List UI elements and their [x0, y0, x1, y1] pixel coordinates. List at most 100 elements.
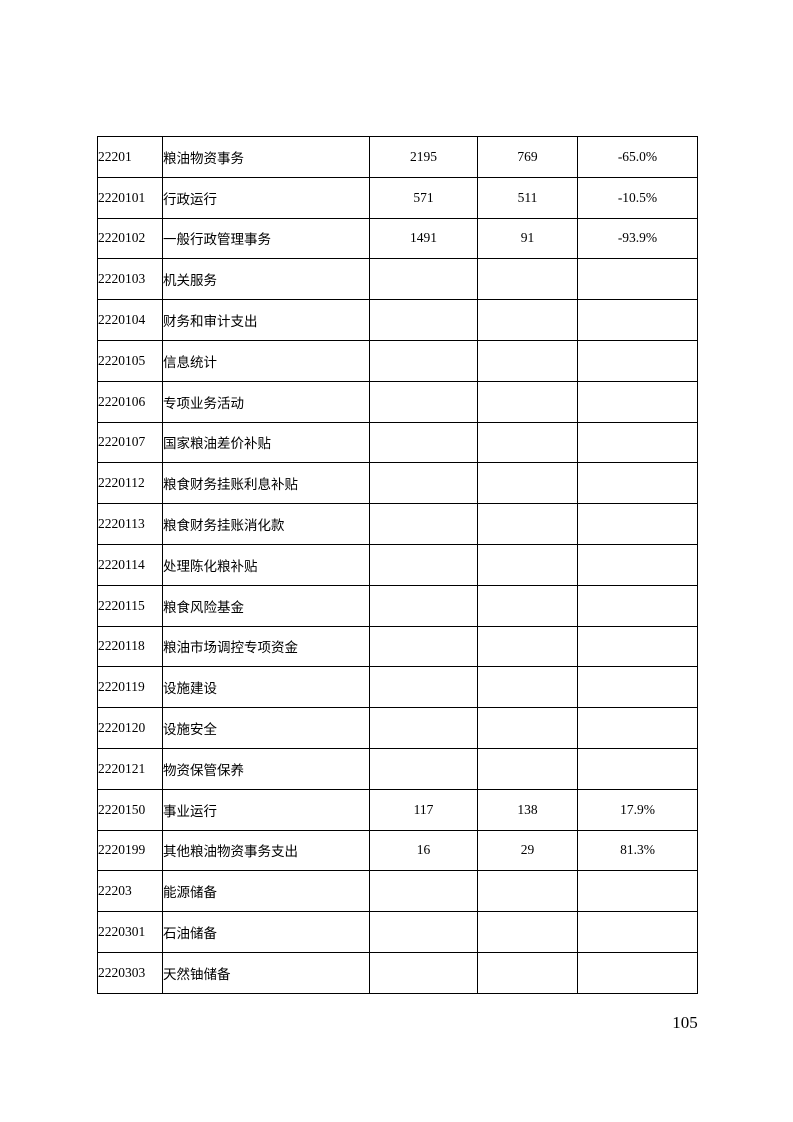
cell-code: 2220118	[97, 625, 163, 668]
cell-name: 天然铀储备	[162, 951, 370, 994]
cell-value-prev	[369, 666, 478, 709]
cell-code: 2220102	[97, 217, 163, 260]
cell-value-curr	[477, 462, 578, 505]
cell-value-prev	[369, 543, 478, 586]
cell-name: 粮食风险基金	[162, 584, 370, 627]
cell-value-curr	[477, 951, 578, 994]
table-row: 2220106 专项业务活动	[97, 380, 698, 423]
cell-name: 财务和审计支出	[162, 299, 370, 341]
cell-value-prev: 1491	[369, 217, 478, 260]
cell-change-pct: 17.9%	[577, 788, 698, 831]
cell-code: 2220150	[97, 788, 163, 831]
table-row: 2220105 信息统计	[97, 339, 698, 382]
cell-change-pct	[577, 951, 698, 994]
table-row: 2220120 设施安全	[97, 707, 698, 749]
cell-code: 2220199	[97, 829, 163, 872]
table-row: 2220303 天然铀储备	[97, 951, 698, 994]
table-row: 2220104 财务和审计支出	[97, 299, 698, 341]
cell-code: 22201	[97, 136, 163, 178]
cell-name: 其他粮油物资事务支出	[162, 829, 370, 872]
table-body: 22201 粮油物资事务 2195 769 -65.0% 2220101 行政运行 571 51…	[97, 136, 698, 994]
cell-name: 专项业务活动	[162, 380, 370, 423]
cell-value-curr	[477, 666, 578, 709]
cell-value-prev	[369, 462, 478, 505]
cell-code: 2220112	[97, 462, 163, 505]
cell-value-curr	[477, 258, 578, 301]
cell-change-pct	[577, 462, 698, 505]
cell-name: 设施建设	[162, 666, 370, 709]
cell-change-pct	[577, 625, 698, 668]
table-row: 2220112 粮食财务挂账利息补贴	[97, 462, 698, 505]
cell-name: 机关服务	[162, 258, 370, 301]
budget-table-container: 22201 粮油物资事务 2195 769 -65.0% 2220101 行政运行 571 51…	[97, 136, 698, 994]
table-row: 2220103 机关服务	[97, 258, 698, 301]
cell-value-curr	[477, 421, 578, 464]
cell-code: 2220103	[97, 258, 163, 301]
cell-value-curr	[477, 380, 578, 423]
cell-value-prev	[369, 503, 478, 545]
page-number: 105	[672, 1013, 698, 1032]
table-row: 2220114 处理陈化粮补贴	[97, 543, 698, 586]
table-row: 2220150 事业运行 117 138 17.9%	[97, 788, 698, 831]
cell-value-curr	[477, 339, 578, 382]
cell-code: 2220101	[97, 176, 163, 219]
cell-value-prev	[369, 299, 478, 341]
cell-change-pct	[577, 503, 698, 545]
cell-value-prev	[369, 258, 478, 301]
table-row: 2220121 物资保管保养	[97, 747, 698, 790]
cell-value-curr: 769	[477, 136, 578, 178]
cell-value-curr: 511	[477, 176, 578, 219]
cell-code: 2220105	[97, 339, 163, 382]
cell-code: 2220301	[97, 911, 163, 953]
cell-name: 石油储备	[162, 911, 370, 953]
cell-change-pct	[577, 421, 698, 464]
cell-change-pct	[577, 258, 698, 301]
cell-code: 2220303	[97, 951, 163, 994]
cell-value-prev	[369, 951, 478, 994]
cell-value-prev	[369, 339, 478, 382]
cell-change-pct	[577, 299, 698, 341]
cell-name: 物资保管保养	[162, 747, 370, 790]
cell-code: 2220121	[97, 747, 163, 790]
cell-value-curr	[477, 299, 578, 341]
cell-change-pct	[577, 584, 698, 627]
cell-value-prev: 2195	[369, 136, 478, 178]
cell-name: 粮油物资事务	[162, 136, 370, 178]
cell-name: 粮油市场调控专项资金	[162, 625, 370, 668]
cell-name: 国家粮油差价补贴	[162, 421, 370, 464]
cell-name: 设施安全	[162, 707, 370, 749]
cell-change-pct	[577, 666, 698, 709]
cell-code: 2220115	[97, 584, 163, 627]
cell-name: 能源储备	[162, 870, 370, 913]
cell-name: 事业运行	[162, 788, 370, 831]
cell-code: 2220114	[97, 543, 163, 586]
cell-value-curr	[477, 503, 578, 545]
cell-value-curr	[477, 911, 578, 953]
table-row: 2220113 粮食财务挂账消化款	[97, 503, 698, 545]
table-row: 2220199 其他粮油物资事务支出 16 29 81.3%	[97, 829, 698, 872]
cell-value-prev: 16	[369, 829, 478, 872]
cell-code: 2220119	[97, 666, 163, 709]
table-row: 2220301 石油储备	[97, 911, 698, 953]
cell-change-pct: -93.9%	[577, 217, 698, 260]
cell-name: 信息统计	[162, 339, 370, 382]
cell-change-pct	[577, 543, 698, 586]
cell-change-pct	[577, 870, 698, 913]
table-row: 22201 粮油物资事务 2195 769 -65.0%	[97, 136, 698, 178]
cell-code: 2220106	[97, 380, 163, 423]
cell-name: 行政运行	[162, 176, 370, 219]
cell-change-pct: -65.0%	[577, 136, 698, 178]
cell-change-pct	[577, 911, 698, 953]
budget-table: 22201 粮油物资事务 2195 769 -65.0% 2220101 行政运行 571 51…	[97, 136, 698, 994]
cell-value-curr	[477, 747, 578, 790]
cell-change-pct	[577, 747, 698, 790]
cell-code: 2220113	[97, 503, 163, 545]
cell-change-pct	[577, 339, 698, 382]
table-row: 22203 能源储备	[97, 870, 698, 913]
cell-change-pct	[577, 707, 698, 749]
cell-code: 2220120	[97, 707, 163, 749]
cell-name: 一般行政管理事务	[162, 217, 370, 260]
cell-change-pct: -10.5%	[577, 176, 698, 219]
cell-code: 2220107	[97, 421, 163, 464]
table-row: 2220101 行政运行 571 511 -10.5%	[97, 176, 698, 219]
